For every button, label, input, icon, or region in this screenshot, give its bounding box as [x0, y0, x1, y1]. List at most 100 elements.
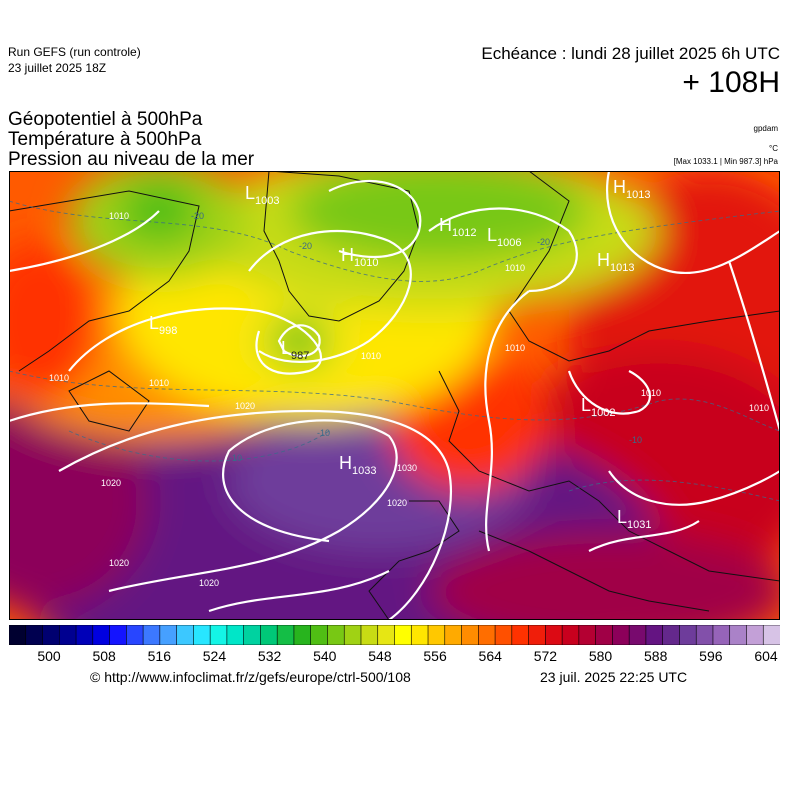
pressure-center-high: H1013 [613, 177, 650, 201]
colorbar-swatch [645, 624, 664, 646]
colorbar-swatch [193, 624, 211, 646]
isobar-label: 1020 [199, 578, 219, 588]
colorbar-swatch [595, 624, 614, 646]
lead-time: + 108H [682, 66, 780, 99]
colorbar-swatch [628, 624, 647, 646]
unit-temperature: °C [769, 144, 778, 153]
isobar-label: 1010 [49, 373, 69, 383]
isotherm-label: -10 [317, 428, 330, 438]
colorbar-tick-label: 532 [257, 648, 282, 664]
pressure-center-low: L1002 [581, 395, 616, 419]
pressure-center-high: H1010 [341, 245, 378, 269]
colorbar-swatch [159, 624, 178, 646]
colorbar-swatch [762, 624, 781, 646]
isobar-labels: 1020 1020 1020 1020 1020 1030 1010 1010 … [49, 211, 769, 588]
colorbar-swatch [494, 624, 513, 646]
colorbar-swatch [92, 624, 111, 646]
colorbar-tick-label: 540 [313, 648, 337, 664]
colorbar-swatch [126, 624, 144, 646]
colorbar-swatch [142, 624, 161, 646]
pressure-center-low: L998 [149, 313, 177, 337]
colorbar-swatch [578, 624, 597, 646]
colorbar-swatch [109, 624, 128, 646]
colorbar-tick-label: 516 [147, 648, 171, 664]
unit-geopotential: gpdam [753, 124, 778, 133]
pressure-center-low: L1003 [245, 183, 280, 207]
isobar-label: 1020 [101, 478, 121, 488]
colorbar-swatch [444, 624, 463, 646]
colorbar-swatch [209, 624, 228, 646]
colorbar-swatch [746, 624, 765, 646]
isobar-label: 1030 [397, 463, 417, 473]
colorbar-swatch [243, 624, 262, 646]
colorbar [8, 624, 781, 646]
isotherm-label: -20 [299, 241, 312, 251]
colorbar-swatch [176, 624, 195, 646]
colorbar-swatch [545, 624, 563, 646]
colorbar-swatch [394, 624, 413, 646]
weather-map: H1033 L987 H1012 L1006 H1010 H1013 L1002… [9, 171, 780, 620]
colorbar-swatch [662, 624, 681, 646]
colorbar-swatch [310, 624, 329, 646]
colorbar-tick-label: 604 [754, 648, 778, 664]
isobar-label: 1010 [749, 403, 769, 413]
colorbar-swatch [461, 624, 480, 646]
colorbar-swatch [695, 624, 714, 646]
isotherm-labels: -20 -20 -20 -10 -10 -10 [191, 211, 642, 463]
colorbar-swatch [42, 624, 61, 646]
colorbar-tick-label: 500 [37, 648, 61, 664]
colorbar-swatch [729, 624, 748, 646]
isobar-label: 1010 [641, 388, 661, 398]
colorbar-tick-label: 564 [478, 648, 502, 664]
isotherm-label: -10 [229, 453, 242, 463]
unit-pressure-range: [Max 1033.1 | Min 987.3] hPa [673, 157, 778, 166]
isobar-label: 1020 [387, 498, 407, 508]
isotherms [9, 200, 780, 502]
colorbar-swatch [528, 624, 547, 646]
colorbar-swatch [276, 624, 295, 646]
pressure-center-high: H1013 [597, 250, 634, 274]
colorbar-swatch [427, 624, 446, 646]
geopotential-field [9, 171, 780, 620]
isobar-label: 1010 [109, 211, 129, 221]
pressure-centers: H1033 L987 H1012 L1006 H1010 H1013 L1002… [149, 177, 652, 531]
run-model: Run GEFS (run controle) [8, 45, 141, 59]
colorbar-tick-label: 580 [588, 648, 613, 664]
isobar-label: 1010 [505, 263, 525, 273]
colorbar-tick-label: 508 [92, 648, 116, 664]
pressure-center-high: H1012 [439, 215, 476, 239]
colorbar-swatch [260, 624, 278, 646]
isobar-label: 1020 [109, 558, 129, 568]
isobar-label: 1020 [235, 401, 255, 411]
credit-url: © http://www.infoclimat.fr/z/gefs/europe… [90, 669, 411, 685]
colorbar-swatch [58, 624, 77, 646]
colorbar-tick-label: 588 [644, 648, 668, 664]
isobar-label: 1010 [361, 351, 381, 361]
colorbar-swatch [75, 624, 94, 646]
isotherm-label: -20 [191, 211, 204, 221]
colorbar-swatch [226, 624, 245, 646]
colorbar-swatch [612, 624, 630, 646]
pressure-center-low: L1006 [487, 225, 522, 249]
colorbar-swatch [410, 624, 429, 646]
colorbar-tick-label: 556 [423, 648, 447, 664]
issued-time: 23 juil. 2025 22:25 UTC [540, 669, 688, 685]
colorbar-swatch [477, 624, 496, 646]
colorbar-swatch [343, 624, 362, 646]
colorbar-swatch [377, 624, 396, 646]
colorbar-tick-label: 524 [202, 648, 227, 664]
pressure-center-low: L1031 [617, 507, 652, 531]
colorbar-swatch [25, 624, 44, 646]
colorbar-swatch [293, 624, 312, 646]
isobar-label: 1010 [505, 343, 525, 353]
isobars [9, 171, 780, 620]
pressure-center-low: L987 [281, 338, 309, 362]
colorbar-swatch [327, 624, 346, 646]
colorbar-swatch [561, 624, 580, 646]
run-date: 23 juillet 2025 18Z [8, 61, 107, 75]
colorbar-swatch [511, 624, 530, 646]
isobar-label: 1010 [149, 378, 169, 388]
colorbar-swatch [679, 624, 697, 646]
title-pressure: Pression au niveau de la mer [8, 149, 255, 170]
colorbar-swatch [8, 624, 27, 646]
